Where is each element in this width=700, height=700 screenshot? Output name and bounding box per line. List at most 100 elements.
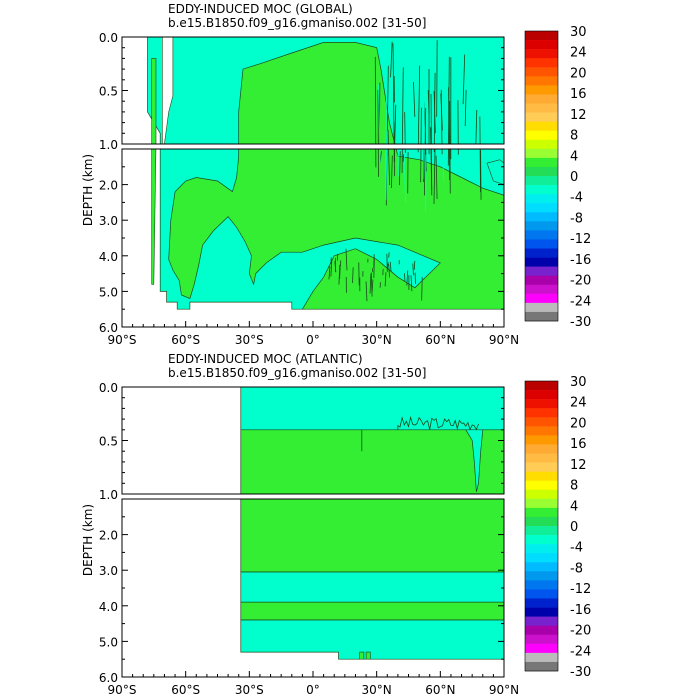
atlantic-ytick-label: 2.0	[99, 529, 118, 543]
atlantic-ytick-label: 0.0	[99, 381, 118, 395]
noise-contour	[390, 41, 393, 78]
colorbar-label: 12	[570, 108, 587, 123]
noise-contour	[386, 130, 388, 144]
global-lower-fill	[151, 149, 504, 310]
colorbar-swatch	[525, 257, 558, 267]
noise-contour	[462, 54, 466, 105]
noise-contour	[393, 121, 395, 144]
noise-contour	[479, 116, 481, 144]
atlantic-ytick-label: 3.0	[99, 564, 118, 578]
noise-contour	[431, 149, 433, 190]
atlantic-ytick-label: 6.0	[99, 671, 118, 685]
colorbar-swatch	[525, 311, 558, 322]
bottom-positive-bump	[365, 651, 371, 660]
colorbar-label: 20	[570, 66, 587, 81]
atlantic-ytick-label: 4.0	[99, 600, 118, 614]
colorbar-swatch	[525, 230, 558, 240]
colorbar-swatch	[525, 203, 558, 213]
colorbar-swatch	[525, 526, 558, 536]
noise-contour	[406, 270, 409, 286]
noise-contour	[430, 127, 432, 144]
colorbar-swatch	[525, 616, 558, 626]
atlantic-band	[240, 387, 504, 431]
colorbar-swatch	[525, 381, 558, 391]
colorbar-swatch	[525, 553, 558, 563]
noise-contour	[388, 264, 390, 278]
colorbar-swatch	[525, 643, 558, 654]
arctic-negative-patch	[486, 159, 504, 185]
colorbar-swatch	[525, 480, 558, 491]
colorbar-label: -12	[570, 232, 591, 247]
global-xtick-label: 90°N	[489, 333, 519, 347]
global-xtick-label: 60°N	[425, 333, 455, 347]
colorbar-swatch	[525, 266, 558, 276]
global-xtick-label: 30°S	[235, 333, 264, 347]
colorbar-swatch	[525, 76, 558, 86]
colorbar-swatch	[525, 185, 558, 195]
colorbar-swatch	[525, 489, 558, 500]
noise-contour	[389, 261, 392, 272]
colorbar-swatch	[525, 31, 558, 41]
atlantic-axes: 90°S 60°S 30°S 0° 30°N 60°N 90°N 0.0 0.5 1.0 2.0 3.…	[99, 381, 519, 697]
noise-contour	[410, 275, 413, 292]
positive-region	[238, 42, 396, 144]
colorbar-label: 20	[570, 416, 587, 431]
colorbar-swatch	[525, 275, 558, 286]
colorbar-swatch	[525, 417, 558, 427]
bottom-positive-bump	[359, 651, 365, 660]
colorbar-swatch	[525, 607, 558, 617]
colorbar-label: -24	[570, 294, 591, 309]
colorbar-swatch	[525, 239, 558, 249]
colorbar-swatch	[525, 248, 558, 258]
atlantic-title: EDDY-INDUCED MOC (ATLANTIC)	[168, 352, 363, 366]
colorbar-swatch	[525, 58, 558, 68]
colorbar-swatch	[525, 652, 558, 663]
noise-contour	[449, 101, 451, 144]
colorbar-label: 16	[570, 437, 587, 452]
atlantic-ylabel: DEPTH (km)	[81, 504, 95, 576]
noise-contour	[339, 266, 341, 279]
global-xtick-label: 60°S	[171, 333, 200, 347]
colorbar-swatch	[525, 302, 558, 313]
colorbar-swatch	[525, 139, 558, 150]
global-ytick-label: 6.0	[99, 321, 118, 335]
colorbar-label: 0	[570, 170, 578, 185]
noise-contour	[330, 259, 333, 277]
noise-contour	[430, 94, 432, 144]
colorbar-label: 24	[570, 396, 587, 411]
colorbar-swatch	[525, 176, 558, 186]
atlantic-band	[240, 571, 504, 603]
atlantic-ytick-label: 5.0	[99, 635, 118, 649]
noise-contour	[378, 84, 381, 144]
colorbar-swatch	[525, 589, 558, 599]
colorbar-label: 4	[570, 149, 578, 164]
colorbar-label: 8	[570, 129, 578, 144]
noise-contour	[385, 149, 388, 201]
noise-contour	[417, 65, 421, 144]
colorbar-label: -20	[570, 624, 591, 639]
atlantic-band	[240, 499, 504, 573]
global-xtick-label: 30°N	[362, 333, 392, 347]
colorbar-swatch	[525, 194, 558, 204]
colorbar-label: -24	[570, 644, 591, 659]
noise-contour	[448, 56, 450, 144]
colorbar-swatch	[525, 535, 558, 545]
noise-contour	[391, 155, 393, 189]
colorbar-swatch	[525, 498, 558, 509]
atlantic-subtitle: b.e15.B1850.f09_g16.gmaniso.002 [31-50]	[168, 366, 426, 380]
colorbar-swatch	[525, 408, 558, 418]
colorbar-swatch	[525, 212, 558, 222]
colorbar-label: -12	[570, 582, 591, 597]
global-ytick-label: 0.5	[99, 85, 118, 99]
colorbar-label: -8	[570, 561, 583, 576]
global-ytick-label: 0.0	[99, 31, 118, 45]
atlantic-xtick-label: 30°S	[235, 683, 264, 697]
global-ytick-label: 4.0	[99, 250, 118, 264]
noise-contour	[371, 268, 374, 273]
colorbar-swatch	[525, 453, 558, 463]
colorbar-label: 4	[570, 499, 578, 514]
colorbar-swatch	[525, 221, 558, 231]
colorbar-swatch	[525, 130, 558, 141]
atlantic-moc-panel: EDDY-INDUCED MOC (ATLANTIC) b.e15.B1850.…	[81, 352, 519, 697]
